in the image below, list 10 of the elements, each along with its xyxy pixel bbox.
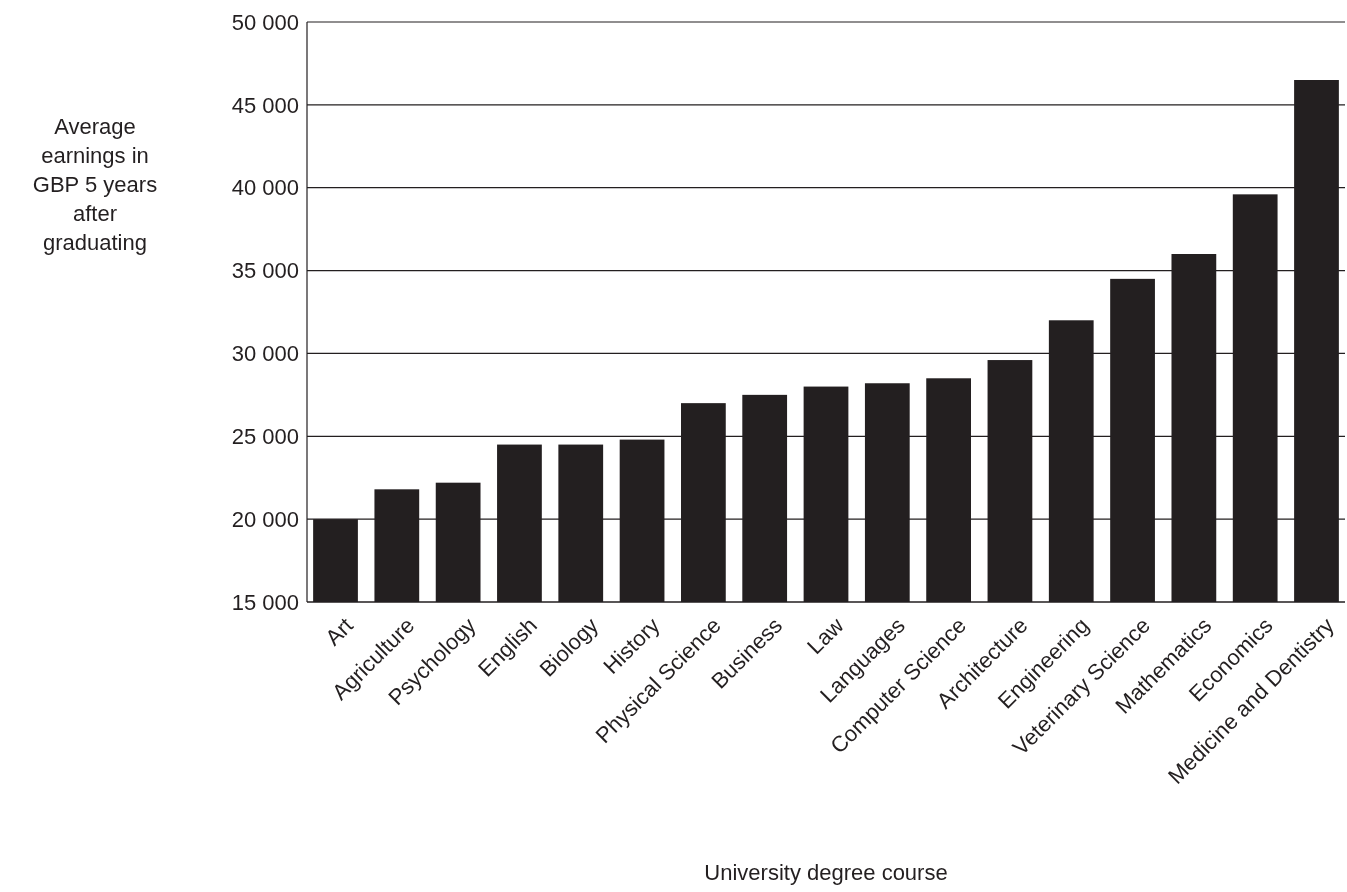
y-tick-label: 25 000 [231, 423, 299, 449]
y-tick-label: 20 000 [231, 506, 299, 532]
y-axis-title: Average earnings in GBP 5 years after graduating [32, 114, 158, 255]
y-tick-label: 30 000 [231, 341, 299, 367]
y-tick-label: 50 000 [231, 9, 299, 35]
y-tick-label: 45 000 [231, 92, 299, 118]
x-axis-title: University degree course [704, 860, 948, 885]
y-tick-label: 40 000 [231, 175, 299, 201]
y-tick-label: 35 000 [231, 258, 299, 284]
y-tick-label: 15 000 [231, 589, 299, 615]
